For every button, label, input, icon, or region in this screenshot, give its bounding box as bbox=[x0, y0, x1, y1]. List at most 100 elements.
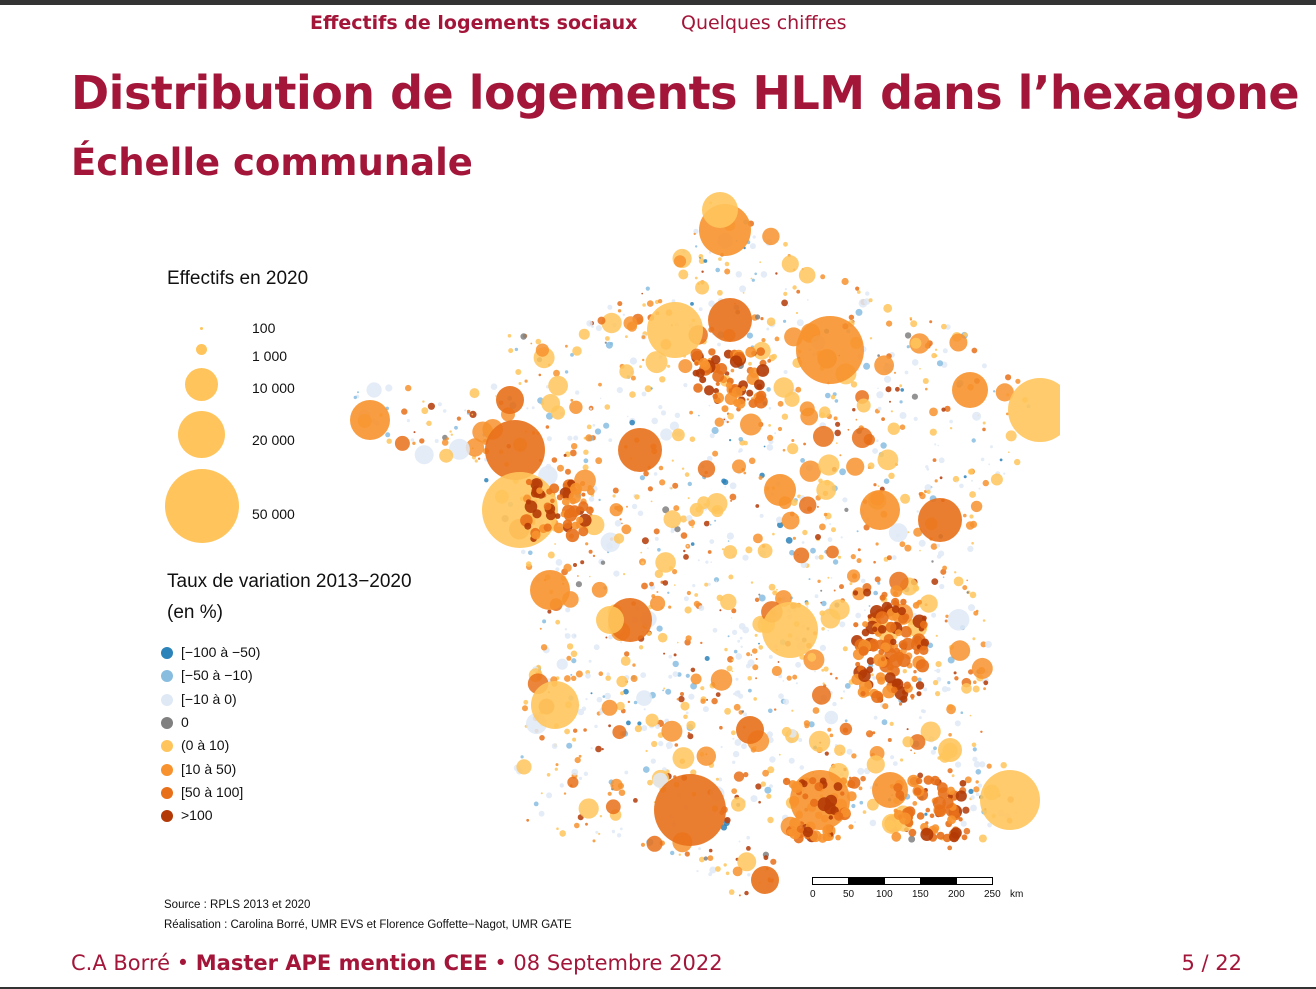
commune-circle bbox=[624, 770, 629, 775]
commune-circle bbox=[649, 581, 654, 587]
commune-circle bbox=[748, 361, 752, 366]
commune-circle bbox=[911, 393, 919, 400]
commune-circle bbox=[598, 832, 601, 836]
commune-circle bbox=[904, 370, 909, 375]
commune-circle bbox=[572, 737, 577, 742]
commune-circle bbox=[728, 574, 734, 580]
commune-circle bbox=[971, 657, 993, 679]
commune-circle bbox=[580, 560, 585, 565]
commune-circle bbox=[753, 697, 757, 701]
commune-circle bbox=[578, 513, 592, 527]
commune-circle bbox=[782, 777, 791, 786]
commune-circle bbox=[760, 271, 768, 278]
commune-circle bbox=[353, 395, 357, 400]
commune-circle bbox=[577, 575, 579, 577]
commune-circle bbox=[685, 635, 692, 642]
commune-circle bbox=[788, 757, 795, 764]
commune-circle bbox=[926, 467, 930, 471]
legend-variation-label: [50 à 100] bbox=[181, 783, 244, 800]
commune-circle bbox=[612, 725, 627, 740]
commune-circle bbox=[441, 439, 449, 446]
commune-circle bbox=[525, 478, 533, 486]
commune-circle bbox=[782, 448, 786, 452]
commune-circle bbox=[758, 642, 760, 645]
commune-circle bbox=[851, 427, 873, 448]
commune-circle bbox=[790, 499, 798, 506]
commune-circle bbox=[960, 711, 964, 714]
commune-circle bbox=[698, 414, 700, 417]
commune-circle bbox=[920, 828, 934, 841]
commune-circle bbox=[815, 534, 821, 540]
commune-circle bbox=[575, 390, 580, 395]
commune-circle bbox=[931, 578, 939, 585]
commune-circle bbox=[694, 361, 699, 366]
commune-circle bbox=[922, 709, 926, 714]
commune-circle bbox=[956, 481, 958, 483]
commune-circle bbox=[999, 458, 1003, 462]
commune-circle bbox=[585, 698, 588, 701]
commune-circle bbox=[578, 526, 589, 537]
commune-circle bbox=[756, 390, 767, 401]
commune-circle bbox=[673, 255, 687, 268]
commune-circle bbox=[987, 822, 992, 828]
commune-circle bbox=[710, 561, 712, 563]
commune-circle bbox=[654, 536, 659, 541]
commune-circle bbox=[829, 523, 832, 526]
commune-circle bbox=[792, 674, 798, 680]
commune-circle bbox=[668, 654, 673, 659]
commune-circle bbox=[841, 277, 849, 286]
commune-circle bbox=[715, 692, 721, 697]
commune-circle bbox=[873, 483, 877, 487]
commune-circle bbox=[877, 625, 887, 634]
footer-program: Master APE mention CEE bbox=[195, 951, 488, 975]
commune-circle bbox=[871, 673, 874, 677]
commune-circle bbox=[676, 698, 679, 701]
commune-circle bbox=[690, 348, 703, 361]
commune-circle bbox=[949, 427, 953, 430]
commune-circle bbox=[589, 407, 593, 410]
commune-circle bbox=[895, 386, 900, 392]
commune-circle bbox=[555, 559, 563, 566]
commune-circle bbox=[545, 510, 556, 521]
commune-circle bbox=[490, 383, 498, 390]
commune-circle bbox=[594, 428, 602, 435]
commune-circle bbox=[645, 286, 650, 291]
commune-circle bbox=[556, 494, 563, 501]
commune-circle bbox=[892, 599, 898, 605]
commune-circle bbox=[834, 811, 844, 821]
commune-circle bbox=[855, 661, 861, 667]
commune-circle bbox=[739, 285, 747, 293]
nav-section[interactable]: Effectifs de logements sociaux bbox=[310, 12, 638, 34]
commune-circle bbox=[1014, 458, 1021, 466]
commune-circle bbox=[970, 500, 983, 513]
city-circle bbox=[618, 428, 662, 472]
commune-circle bbox=[810, 547, 816, 554]
commune-circle bbox=[689, 436, 696, 442]
commune-circle bbox=[622, 313, 626, 316]
commune-circle bbox=[814, 594, 819, 599]
commune-circle bbox=[515, 369, 522, 375]
commune-circle bbox=[808, 578, 811, 581]
commune-circle bbox=[520, 549, 526, 555]
commune-circle bbox=[578, 754, 582, 758]
commune-circle bbox=[819, 523, 826, 531]
commune-circle bbox=[821, 668, 825, 672]
commune-circle bbox=[674, 412, 681, 418]
commune-circle bbox=[746, 835, 750, 840]
commune-circle bbox=[934, 669, 937, 672]
commune-circle bbox=[866, 755, 885, 774]
commune-circle bbox=[920, 638, 930, 647]
commune-circle bbox=[592, 839, 596, 843]
commune-circle bbox=[781, 299, 788, 307]
commune-circle bbox=[667, 591, 670, 594]
commune-circle bbox=[937, 444, 939, 447]
commune-circle bbox=[874, 576, 881, 583]
commune-circle bbox=[661, 720, 683, 742]
commune-circle bbox=[731, 659, 734, 661]
commune-circle bbox=[573, 435, 579, 441]
commune-circle bbox=[889, 400, 891, 403]
nav-subsection[interactable]: Quelques chiffres bbox=[681, 12, 847, 34]
commune-circle bbox=[680, 692, 684, 696]
city-circle bbox=[708, 298, 752, 342]
commune-circle bbox=[687, 497, 690, 500]
